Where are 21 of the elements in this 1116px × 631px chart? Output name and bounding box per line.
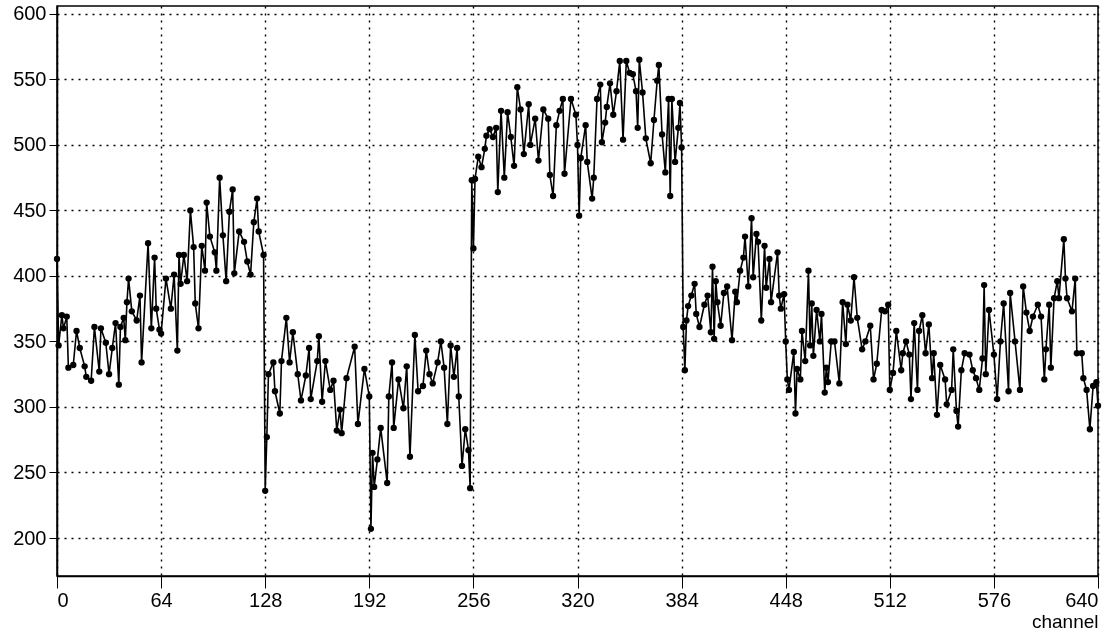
y-tick-label: 550 [13, 67, 47, 90]
x-tick-label: 448 [769, 588, 803, 611]
y-tick-label: 450 [13, 198, 47, 221]
x-tick-label: 64 [150, 588, 173, 611]
x-tick-label: 128 [249, 588, 283, 611]
x-axis-title: channel [1031, 610, 1099, 631]
y-tick-label: 250 [13, 460, 47, 483]
x-tick-label: 576 [977, 588, 1012, 611]
x-tick-label: 320 [561, 588, 595, 611]
y-tick-label: 300 [13, 395, 47, 418]
x-tick-label: 384 [665, 588, 699, 611]
x-tick-label: 640 [1065, 588, 1099, 611]
x-tick-label: 0 [57, 588, 69, 611]
x-tick-label: 512 [873, 588, 907, 611]
y-tick-label: 350 [13, 329, 47, 352]
y-tick-label: 500 [13, 133, 47, 156]
x-tick-label: 192 [353, 588, 387, 611]
y-tick-label: 200 [13, 526, 47, 549]
y-tick-label: 600 [13, 2, 47, 25]
x-tick-label: 256 [457, 588, 491, 611]
y-tick-label: 400 [13, 264, 47, 287]
